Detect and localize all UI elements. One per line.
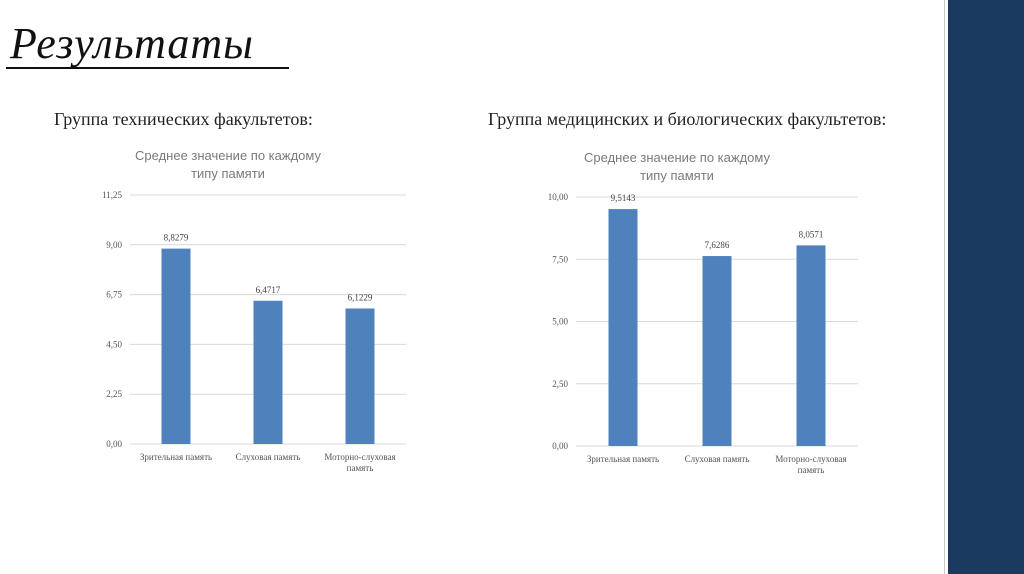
technical-group-heading: Группа технических факультетов: (54, 109, 313, 129)
technical-memory-chart: Среднее значение по каждому типу памяти 0,… (100, 140, 420, 490)
data-label: 6,4717 (256, 285, 281, 295)
y-tick-label: 0,00 (552, 441, 568, 451)
category-label: память (798, 465, 825, 475)
category-label: Зрительная память (140, 452, 212, 462)
side-divider (944, 0, 945, 574)
y-tick-label: 7,50 (552, 254, 568, 264)
category-label: Слуховая память (236, 452, 301, 462)
slide-title: Результаты (10, 19, 254, 68)
category-label: память (347, 463, 374, 473)
y-tick-label: 11,25 (102, 190, 122, 200)
chart-title-line: типу памяти (191, 166, 265, 181)
category-label: Моторно-слуховая (775, 454, 846, 464)
chart-title-line: типу памяти (640, 168, 714, 183)
bar (702, 256, 732, 446)
data-label: 6,1229 (348, 292, 373, 302)
chart-title-line: Среднее значение по каждому (584, 150, 770, 165)
y-tick-label: 2,25 (106, 389, 122, 399)
y-tick-label: 10,00 (548, 192, 569, 202)
y-tick-label: 2,50 (552, 379, 568, 389)
data-label: 8,0571 (799, 229, 824, 239)
title-underline (6, 67, 289, 69)
technical-chart-svg: Среднее значение по каждому типу памяти 0,… (102, 148, 406, 473)
medical-group-heading: Группа медицинских и биологических факул… (488, 109, 887, 129)
medical-chart-svg: Среднее значение по каждому типу памяти 0,… (548, 150, 858, 475)
y-tick-label: 5,00 (552, 317, 568, 327)
bar (608, 209, 638, 446)
category-label: Моторно-слуховая (324, 452, 395, 462)
y-tick-label: 6,75 (106, 290, 122, 300)
bar (161, 248, 191, 444)
data-label: 7,6286 (705, 240, 730, 250)
chart-title-line: Среднее значение по каждому (135, 148, 321, 163)
medical-memory-chart: Среднее значение по каждому типу памяти 0,… (540, 142, 870, 487)
data-label: 9,5143 (611, 193, 636, 203)
bar (796, 245, 826, 446)
category-label: Зрительная память (587, 454, 659, 464)
category-label: Слуховая память (685, 454, 750, 464)
y-tick-label: 4,50 (106, 339, 122, 349)
bar (253, 300, 283, 444)
data-label: 8,8279 (164, 233, 189, 243)
y-tick-label: 9,00 (106, 240, 122, 250)
y-tick-label: 0,00 (106, 439, 122, 449)
side-band (948, 0, 1024, 574)
bar (345, 308, 375, 444)
